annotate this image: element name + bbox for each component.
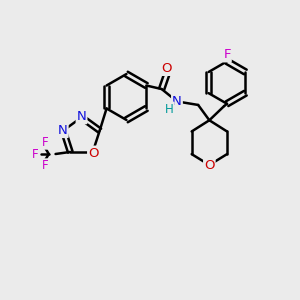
Text: N: N [172, 95, 182, 108]
Text: F: F [32, 148, 38, 160]
Text: F: F [42, 159, 48, 172]
Text: O: O [162, 62, 172, 75]
Text: N: N [77, 110, 86, 123]
Text: H: H [165, 103, 174, 116]
Text: O: O [204, 158, 214, 172]
Text: F: F [223, 48, 231, 62]
Text: O: O [88, 147, 99, 160]
Text: N: N [58, 124, 68, 137]
Text: F: F [42, 136, 48, 149]
